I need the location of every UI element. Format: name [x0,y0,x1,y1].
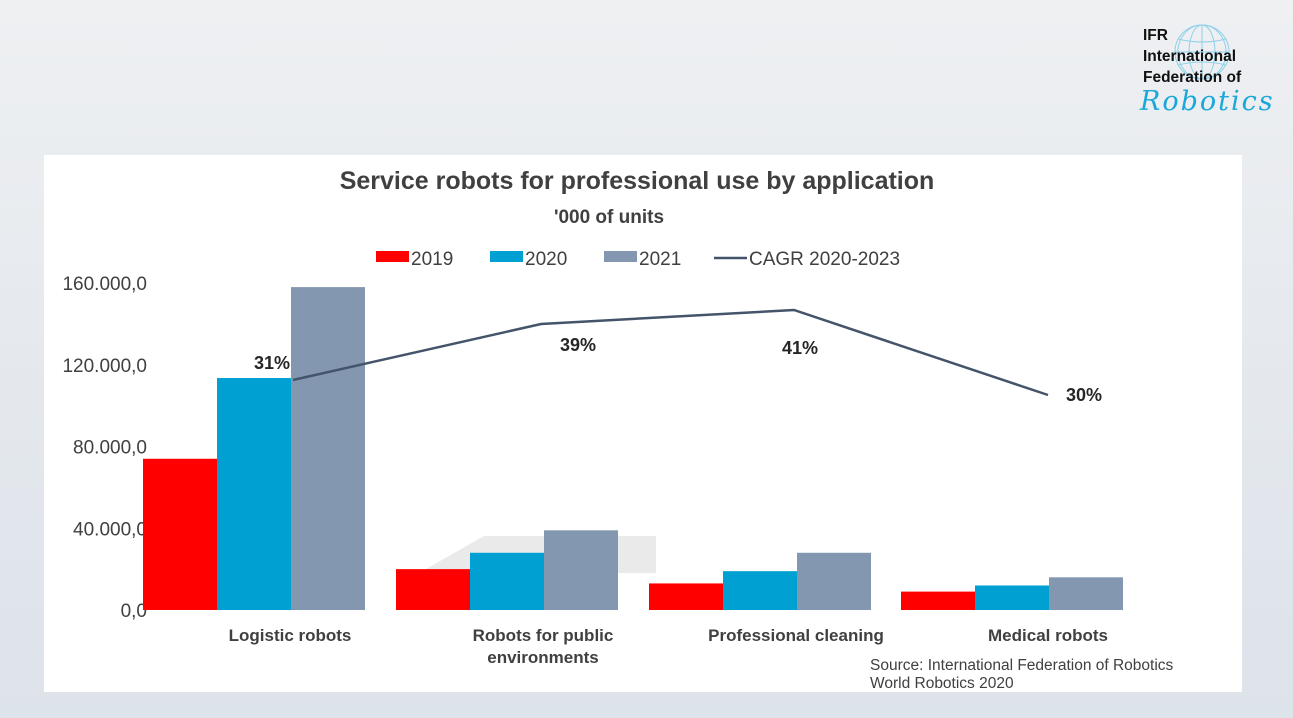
legend-swatch [490,251,523,262]
category-label: Robots for public [473,626,614,645]
logo-federation-text: Federation of [1143,69,1242,86]
y-axis: 0,0 40.000,0 80.000,0 120.000,0 160.000,0 [62,274,147,622]
legend-label: 2019 [411,249,453,270]
bar-chart: Service robots for professional use by a… [62,167,1174,692]
bar-2021 [797,552,871,610]
bar-2019 [901,591,975,610]
logo-international-text: International [1143,48,1237,65]
bar-2021 [544,530,618,610]
chart-panel: Service robots for professional use by a… [44,155,1242,692]
cagr-label: 39% [560,335,596,355]
bar-2019 [143,458,217,610]
cagr-label: 30% [1066,385,1102,405]
y-tick-label: 120.000,0 [62,356,147,377]
source-line-2: World Robotics 2020 [870,675,1014,692]
globe-icon [1174,24,1230,80]
bars [143,287,1123,610]
legend-swatch [376,251,409,262]
y-tick-label: 0,0 [121,601,147,622]
bar-2020 [723,571,797,610]
bar-2019 [396,569,470,610]
chart-legend: 2019 2020 2021 CAGR 2020-2023 [376,249,900,270]
bar-2021 [1049,577,1123,610]
y-tick-label: 40.000,0 [73,519,147,540]
y-tick-label: 80.000,0 [73,438,147,459]
chart-title: Service robots for professional use by a… [340,167,935,195]
logo-ifr-text: IFR [1143,27,1168,44]
cagr-line-path [292,308,1049,397]
bar-2021 [291,287,365,610]
legend-label: 2021 [639,249,681,270]
cagr-label: 41% [782,338,818,358]
bar-2020 [470,552,544,610]
cagr-label: 31% [254,353,290,373]
category-label: Logistic robots [229,626,352,645]
x-axis: Logistic robots Robots for public environm… [229,626,1108,667]
chart-subtitle: '000 of units [554,207,664,228]
cagr-line: 31% 39% 41% 30% [254,308,1102,405]
ifr-logo: IFR International Federation of Robotics [1138,20,1288,120]
bar-2020 [217,378,291,610]
category-label: Professional cleaning [708,626,884,645]
category-label: environments [487,648,598,667]
logo-robotics-text: Robotics [1140,86,1275,117]
bar-2020 [975,585,1049,610]
source-line-1: Source: International Federation of Robo… [870,657,1174,674]
legend-label: CAGR 2020-2023 [749,249,900,270]
category-label: Medical robots [988,626,1108,645]
bar-2019 [649,583,723,610]
y-tick-label: 160.000,0 [62,274,147,295]
legend-swatch [604,251,637,262]
legend-label: 2020 [525,249,567,270]
